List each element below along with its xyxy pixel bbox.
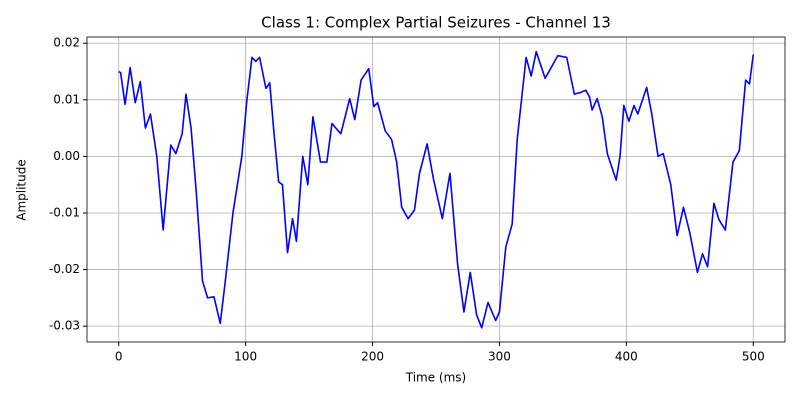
plot-frame: [86, 36, 786, 343]
y-tick-label: -0.03: [49, 319, 80, 333]
y-tick-label: 0.02: [53, 36, 80, 50]
y-tick-label: 0.01: [53, 92, 80, 106]
x-tick-label: 200: [361, 350, 384, 364]
x-tick-label: 300: [488, 350, 511, 364]
y-tick-label: -0.02: [49, 262, 80, 276]
y-tick-label: -0.01: [49, 205, 80, 219]
x-tick-label: 100: [234, 350, 257, 364]
x-tick-label: 400: [615, 350, 638, 364]
y-axis-label: Amplitude: [15, 159, 29, 221]
x-tick-label: 0: [115, 350, 123, 364]
x-axis-label: Time (ms): [405, 371, 467, 385]
data-line: [118, 50, 755, 329]
x-tick-label: 500: [742, 350, 765, 364]
y-tick-label: 0.00: [53, 149, 80, 163]
chart-title: Class 1: Complex Partial Seizures - Chan…: [261, 14, 611, 32]
